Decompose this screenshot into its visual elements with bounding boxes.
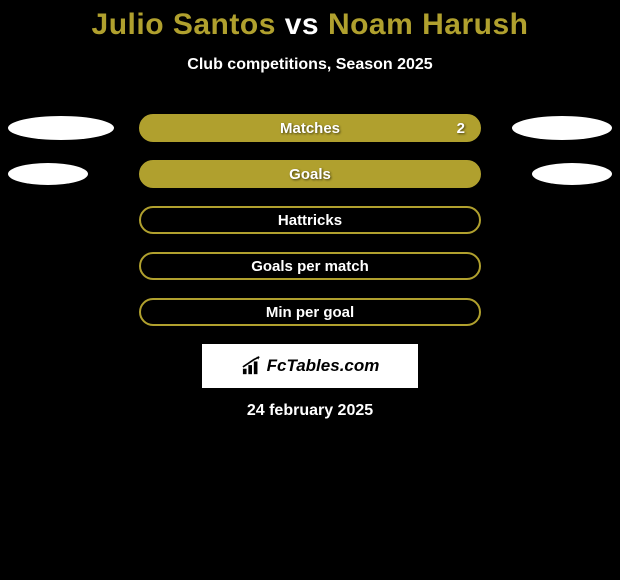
stat-value: 2 xyxy=(457,120,465,137)
stat-row: Hattricks xyxy=(0,206,620,234)
player2-name: Noam Harush xyxy=(328,8,529,41)
stat-bar: Hattricks xyxy=(139,206,481,234)
logo-text: FcTables.com xyxy=(267,356,380,376)
vs-text: vs xyxy=(285,8,319,41)
stat-label: Min per goal xyxy=(266,304,354,321)
bar-chart-icon xyxy=(241,356,263,376)
stat-bar: Min per goal xyxy=(139,298,481,326)
stat-rows: Matches 2 Goals Hattricks Goals per match Min… xyxy=(0,114,620,326)
stat-label: Goals xyxy=(289,166,331,183)
player1-name: Julio Santos xyxy=(92,8,276,41)
stat-label: Goals per match xyxy=(251,258,369,275)
stat-row: Min per goal xyxy=(0,298,620,326)
stat-bar: Goals per match xyxy=(139,252,481,280)
page-title: Julio Santos vs Noam Harush xyxy=(0,8,620,42)
stat-label: Matches xyxy=(280,120,340,137)
stat-bar: Matches 2 xyxy=(139,114,481,142)
logo-box: FcTables.com xyxy=(202,344,418,388)
stat-row: Goals per match xyxy=(0,252,620,280)
logo: FcTables.com xyxy=(241,356,380,376)
left-ellipse xyxy=(8,163,88,185)
left-ellipse xyxy=(8,116,114,140)
stat-label: Hattricks xyxy=(278,212,342,229)
stat-row: Goals xyxy=(0,160,620,188)
stat-bar: Goals xyxy=(139,160,481,188)
right-ellipse xyxy=(532,163,612,185)
comparison-infographic: Julio Santos vs Noam Harush Club competi… xyxy=(0,0,620,420)
right-ellipse xyxy=(512,116,612,140)
date-text: 24 february 2025 xyxy=(0,402,620,420)
stat-row: Matches 2 xyxy=(0,114,620,142)
subtitle: Club competitions, Season 2025 xyxy=(0,56,620,74)
